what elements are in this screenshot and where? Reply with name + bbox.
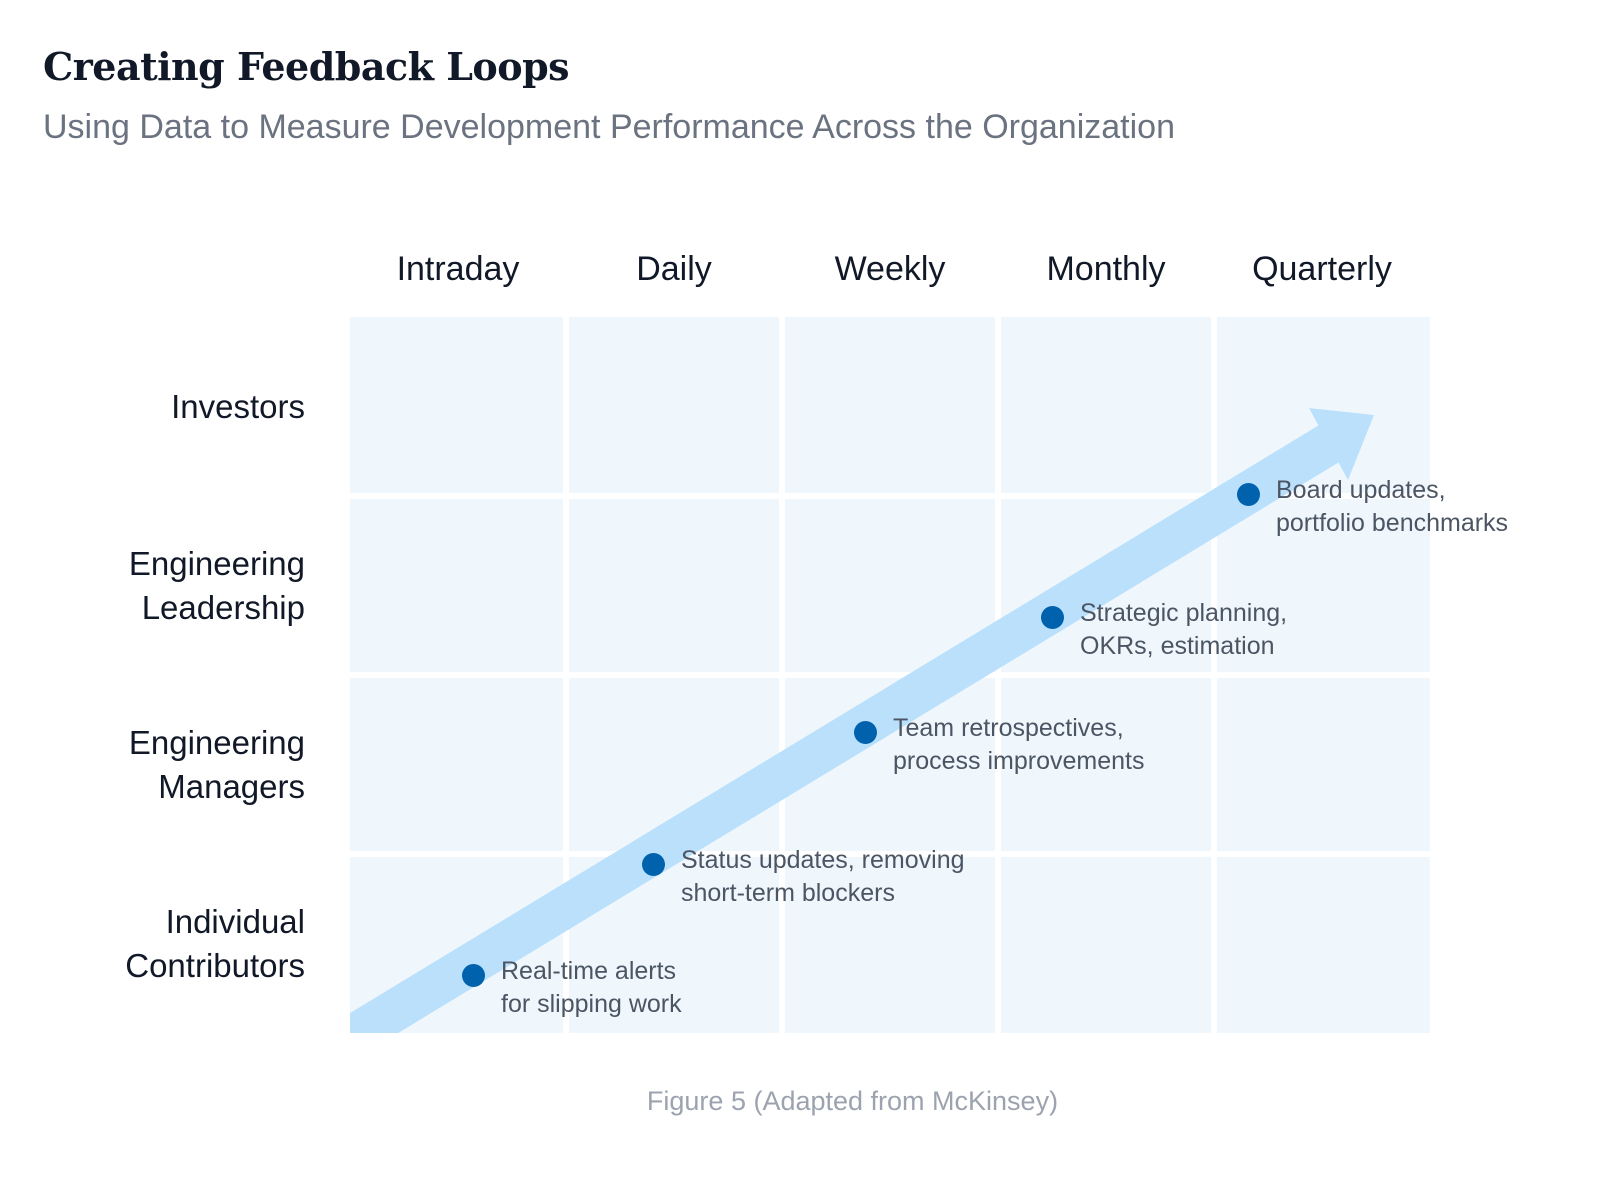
point-marker — [642, 853, 665, 876]
arrow-head — [1309, 408, 1374, 480]
column-header: Quarterly — [1252, 250, 1392, 288]
row-header-line: Engineering — [128, 723, 305, 761]
figure-caption: Figure 5 (Adapted from McKinsey) — [646, 1086, 1059, 1116]
grid-cell — [1001, 317, 1211, 493]
point-label-line: Board updates, — [1276, 476, 1446, 504]
row-header-line: Engineering — [128, 544, 305, 582]
row-header: Engineering Managers — [5, 721, 305, 809]
grid-cell — [1217, 857, 1430, 1033]
point-label-line: portfolio benchmarks — [1276, 509, 1509, 537]
point-marker — [1041, 606, 1064, 629]
row-header-line: Managers — [158, 767, 305, 805]
point-label-line: Team retrospectives, — [893, 714, 1124, 742]
grid-cell — [350, 678, 563, 851]
point-marker — [1237, 483, 1260, 506]
column-header: Weekly — [834, 250, 946, 288]
page-title: Creating Feedback Loops — [43, 44, 570, 89]
point-marker — [854, 721, 877, 744]
page-subtitle: Using Data to Measure Development Perfor… — [43, 108, 1175, 146]
row-header-line: Contributors — [125, 946, 305, 984]
grid-cell — [785, 317, 995, 493]
grid-cell — [569, 317, 779, 493]
grid-cell — [350, 499, 563, 672]
arrow-shaft — [350, 422, 1346, 1033]
point-marker — [462, 964, 485, 987]
grid-cell — [1217, 499, 1430, 672]
point-label: Board updates, portfolio benchmarks — [1276, 474, 1508, 540]
point-label: Team retrospectives, process improvements — [893, 712, 1144, 778]
point-label-line: for slipping work — [501, 990, 682, 1018]
grid-cell — [569, 499, 779, 672]
row-header: Individual Contributors — [5, 900, 305, 988]
grid-cell — [1217, 678, 1430, 851]
point-label-line: Status updates, removing — [681, 846, 965, 874]
point-label: Real-time alerts for slipping work — [501, 955, 682, 1021]
row-header-line: Individual — [165, 902, 305, 940]
grid-cell — [1001, 857, 1211, 1033]
point-label-line: Strategic planning, — [1080, 599, 1288, 627]
point-label-line: process improvements — [893, 747, 1145, 775]
point-label-line: Real-time alerts — [501, 957, 677, 985]
grid-cell — [1001, 678, 1211, 851]
point-label: Status updates, removing short-term block… — [681, 844, 965, 910]
row-header: Investors — [5, 385, 305, 429]
point-label: Strategic planning, OKRs, estimation — [1080, 597, 1287, 663]
column-header: Monthly — [1046, 250, 1166, 288]
column-header: Intraday — [396, 250, 520, 288]
grid-cell — [350, 317, 563, 493]
point-label-line: short-term blockers — [681, 879, 895, 907]
point-label-line: OKRs, estimation — [1080, 632, 1275, 660]
column-header: Daily — [636, 250, 712, 288]
grid-cell — [785, 857, 995, 1033]
row-header: Engineering Leadership — [5, 542, 305, 630]
row-header-line: Leadership — [141, 588, 305, 626]
row-header-line: Investors — [171, 387, 305, 425]
